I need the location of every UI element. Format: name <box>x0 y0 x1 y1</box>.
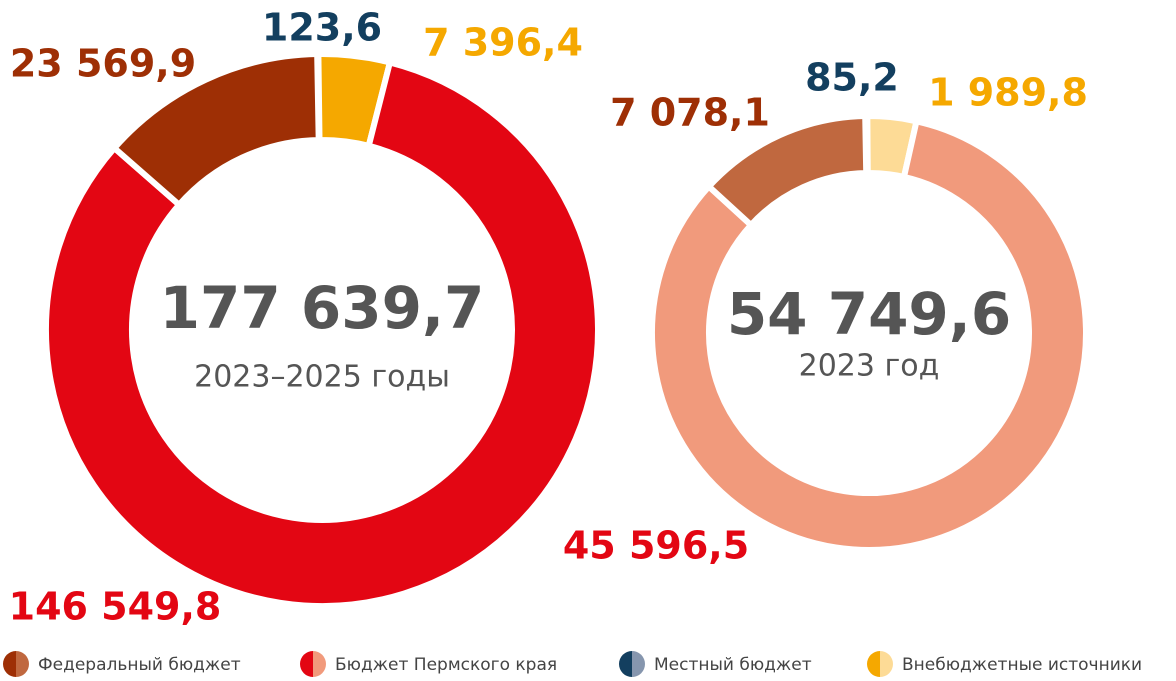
value-label: 123,6 <box>262 6 382 50</box>
legend-icon-dark <box>300 651 313 677</box>
legend-icon-dark <box>619 651 632 677</box>
value-label: 7 396,4 <box>423 21 583 65</box>
donut-slice <box>704 112 870 230</box>
legend-icon-light <box>880 651 893 677</box>
value-label: 45 596,5 <box>563 524 749 568</box>
legend-icon-light <box>16 651 29 677</box>
value-label: 146 549,8 <box>9 585 222 629</box>
center-subtitle: 2023 год <box>799 349 940 384</box>
legend-icon-dark <box>3 651 16 677</box>
center-subtitle: 2023–2025 годы <box>194 360 450 395</box>
donut-slice <box>649 117 1089 553</box>
legend-label: Федеральный бюджет <box>38 655 241 675</box>
donut-slice <box>110 50 322 209</box>
legend-icon-light <box>313 651 326 677</box>
legend-label: Внебюджетные источники <box>902 655 1142 675</box>
value-label: 7 078,1 <box>610 91 770 135</box>
legend-icon-dark <box>867 651 880 677</box>
value-label: 1 989,8 <box>928 71 1088 115</box>
center-total: 177 639,7 <box>160 274 485 342</box>
legend-label: Местный бюджет <box>654 655 812 675</box>
value-label: 23 569,9 <box>10 42 196 86</box>
donut-slice <box>43 58 601 609</box>
legend-icon-light <box>632 651 645 677</box>
legend-label: Бюджет Пермского края <box>335 655 557 675</box>
center-total: 54 749,6 <box>727 280 1011 348</box>
value-label: 85,2 <box>805 56 899 100</box>
